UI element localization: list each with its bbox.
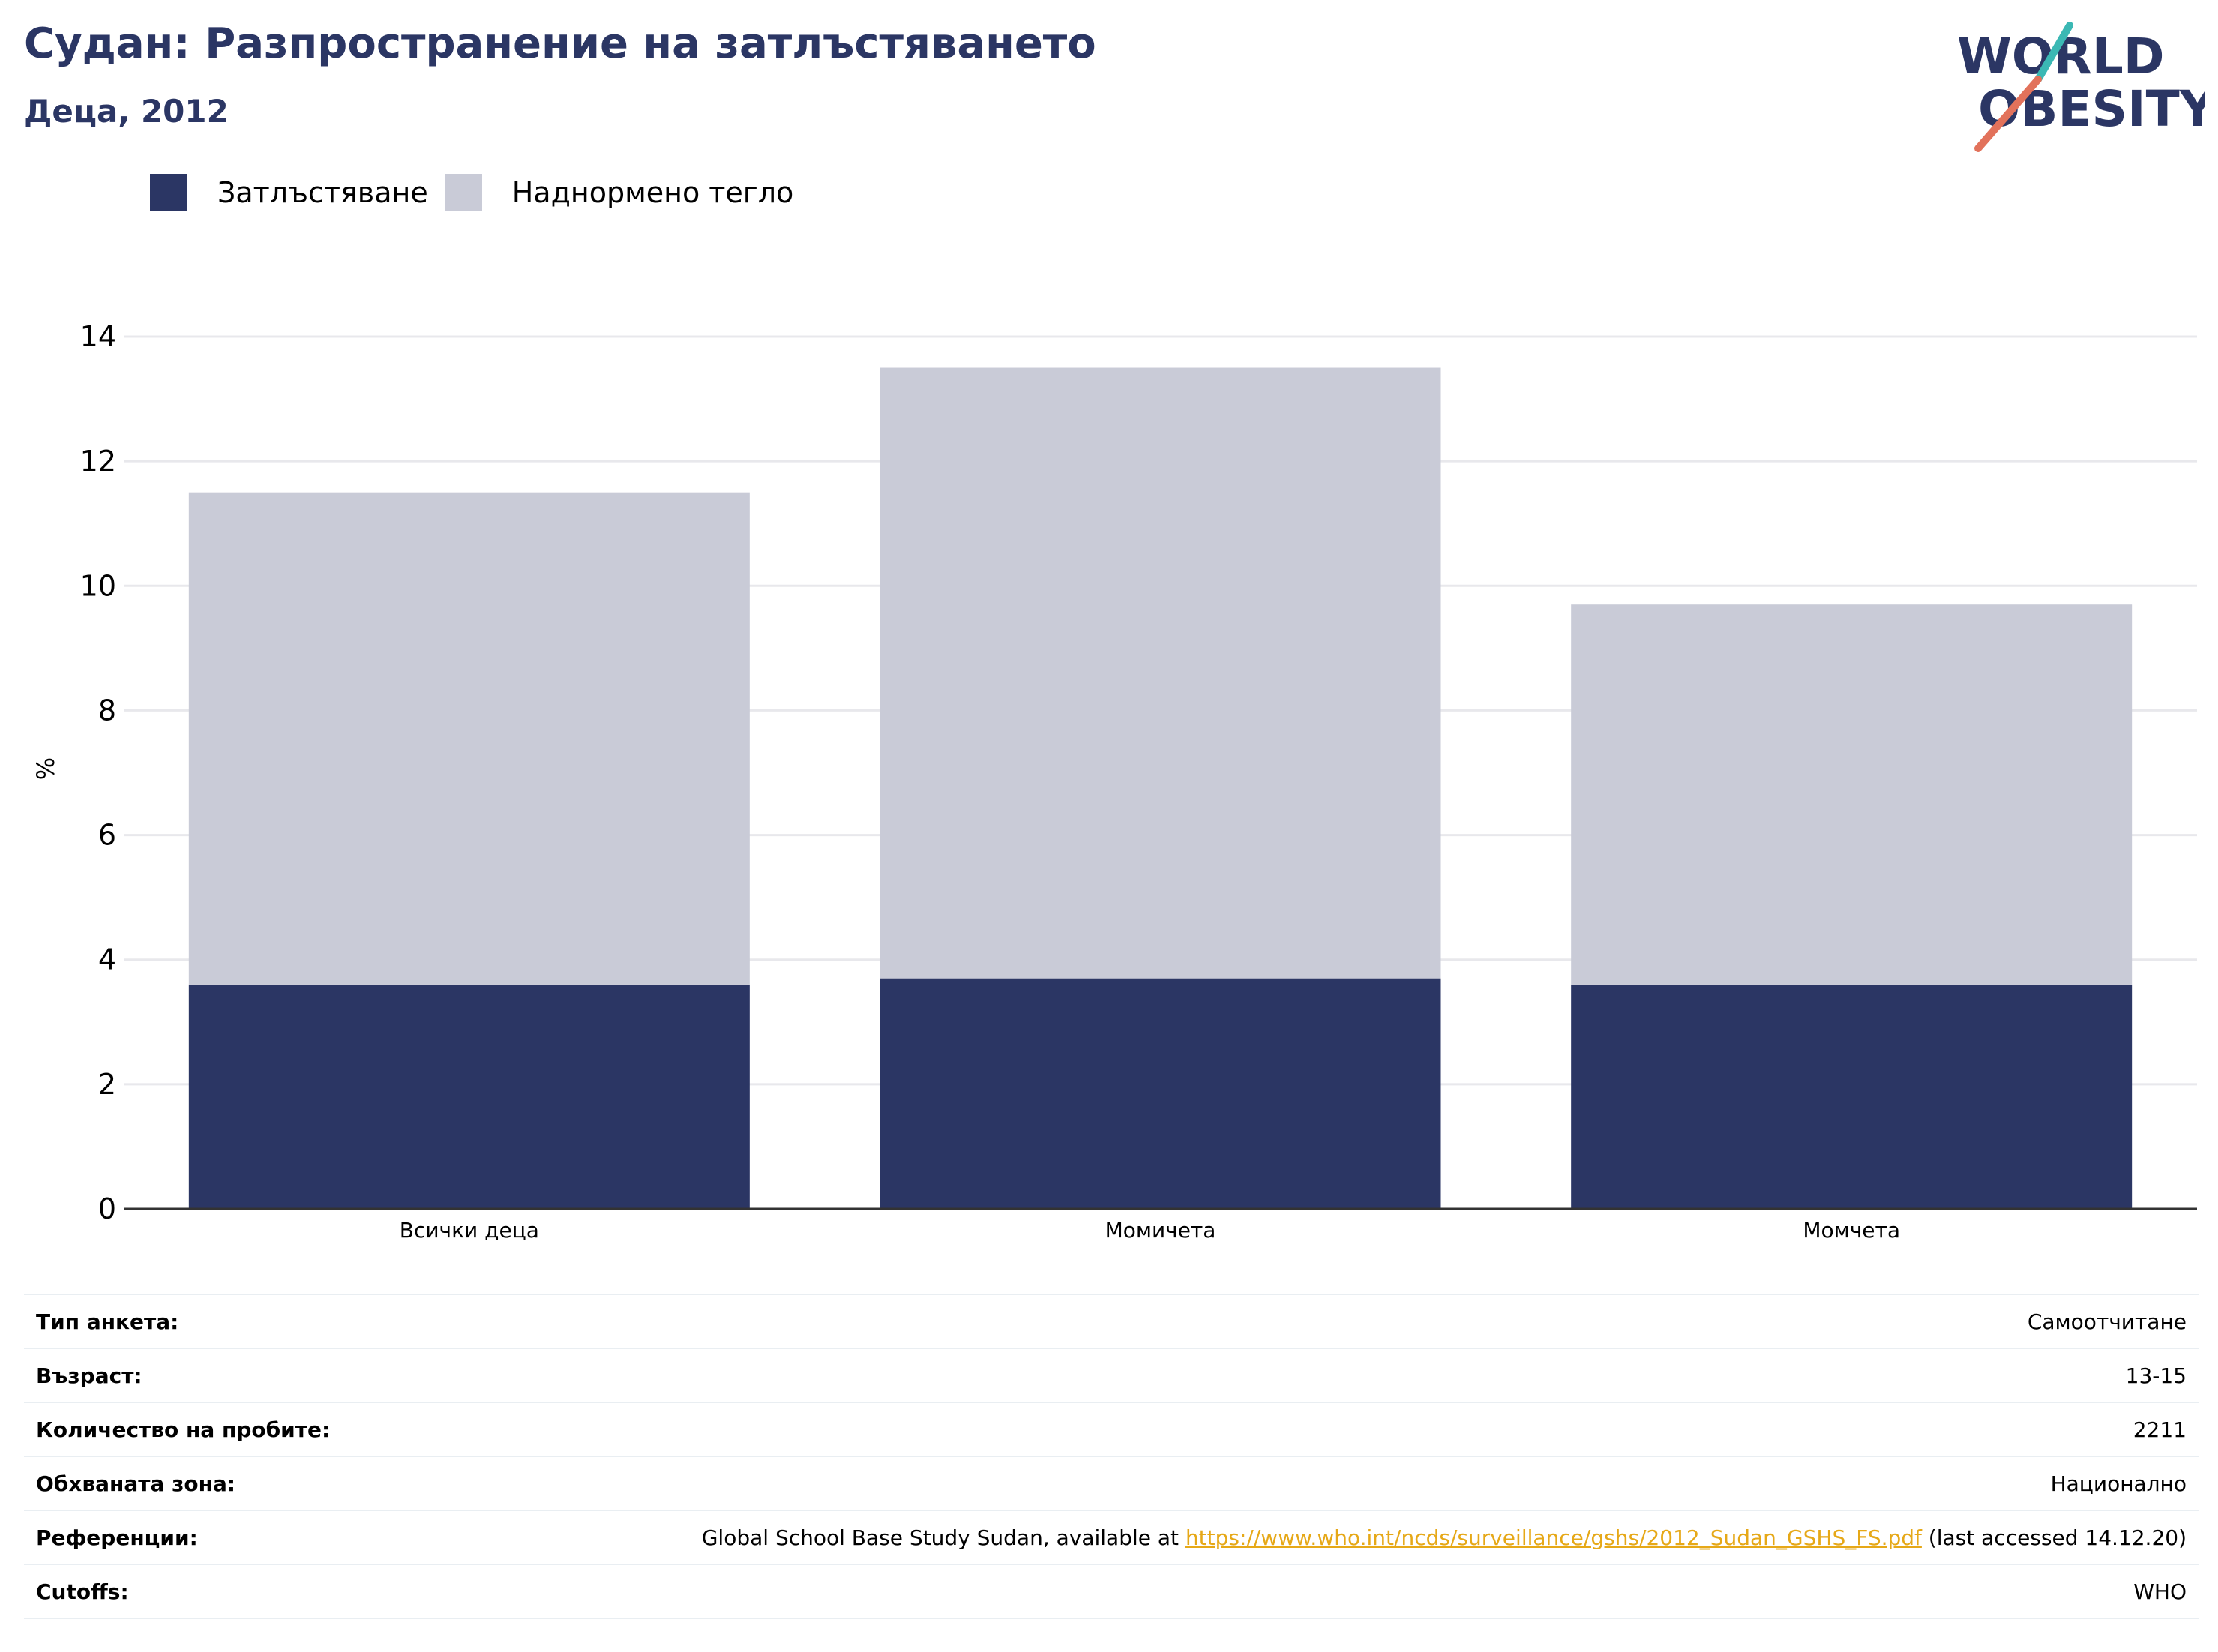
bar-obesity-0[interactable] [188, 984, 750, 1209]
bar-overweight-1[interactable] [880, 367, 1441, 979]
y-tick-label: 0 [98, 1192, 116, 1225]
legend-item-overweight[interactable]: Наднормено тегло [444, 174, 794, 211]
legend-swatch-obesity [150, 174, 187, 211]
cutoffs-label: Cutoffs: [24, 1564, 403, 1619]
sample-size-label: Количество на пробите: [24, 1402, 403, 1457]
info-row-sample-size: Количество на пробите: 2211 [24, 1402, 2199, 1457]
survey-type-label: Тип анкета: [24, 1294, 403, 1349]
y-tick-label: 12 [80, 445, 116, 478]
x-tick-label: Момчета [1803, 1218, 1900, 1243]
legend-label-obesity: Затлъстяване [217, 176, 428, 209]
logo-slash-teal [2034, 22, 2073, 83]
bar-overweight-0[interactable] [188, 492, 750, 985]
info-row-age: Възраст: 13-15 [24, 1348, 2199, 1403]
references-prefix: Global School Base Study Sudan, availabl… [701, 1525, 1185, 1550]
age-label: Възраст: [24, 1348, 403, 1403]
area-value: Национално [402, 1456, 2199, 1511]
info-row-survey-type: Тип анкета: Самоотчитане [24, 1294, 2199, 1349]
y-axis-label: % [31, 757, 60, 780]
area-label: Обхваната зона: [24, 1456, 403, 1511]
references-value: Global School Base Study Sudan, availabl… [402, 1510, 2199, 1565]
x-tick-label: Момичета [1105, 1218, 1216, 1243]
references-suffix: (last accessed 14.12.20) [1921, 1525, 2187, 1550]
page-subtitle: Деца, 2012 [24, 93, 229, 130]
sample-size-value: 2211 [402, 1402, 2199, 1457]
info-row-area: Обхваната зона: Национално [24, 1456, 2199, 1511]
info-row-references: Референции: Global School Base Study Sud… [24, 1510, 2199, 1565]
y-tick-label: 14 [80, 320, 116, 353]
survey-info-table: Тип анкета: Самоотчитане Възраст: 13-15 … [24, 1294, 2199, 1619]
logo-slash-coral [1974, 76, 2042, 152]
references-link[interactable]: https://www.who.int/ncds/surveillance/gs… [1185, 1525, 1922, 1550]
bar-obesity-2[interactable] [1571, 984, 2133, 1209]
axis-layer: 0 2 4 6 8 10 12 14 Всички деца Момичета Момчета [80, 320, 2197, 1243]
legend-item-obesity[interactable]: Затлъстяване [150, 174, 428, 211]
cutoffs-value: WHO [402, 1564, 2199, 1619]
bar-overweight-2[interactable] [1571, 604, 2133, 985]
bar-obesity-1[interactable] [880, 978, 1441, 1209]
page-title: Судан: Разпространение на затлъстяването [24, 19, 1096, 68]
y-tick-label: 6 [98, 819, 116, 852]
y-tick-label: 4 [98, 943, 116, 976]
legend-label-overweight: Наднормено тегло [511, 176, 794, 209]
y-tick-label: 8 [98, 694, 116, 727]
survey-type-value: Самоотчитане [402, 1294, 2199, 1349]
chart-legend: Затлъстяване Наднормено тегло [150, 174, 810, 211]
y-tick-label: 2 [98, 1068, 116, 1101]
bar-layer [188, 367, 2133, 1209]
x-tick-label: Всички деца [400, 1218, 539, 1243]
age-value: 13-15 [402, 1348, 2199, 1403]
stacked-bar-chart: 0 2 4 6 8 10 12 14 Всички деца Момичета Момчета % [31, 320, 2197, 1243]
info-row-cutoffs: Cutoffs: WHO [24, 1564, 2199, 1619]
y-tick-label: 10 [80, 569, 116, 602]
world-obesity-logo: WORLD OBESITY [1957, 22, 2205, 152]
legend-swatch-overweight [444, 174, 482, 211]
references-label: Референции: [24, 1510, 403, 1565]
